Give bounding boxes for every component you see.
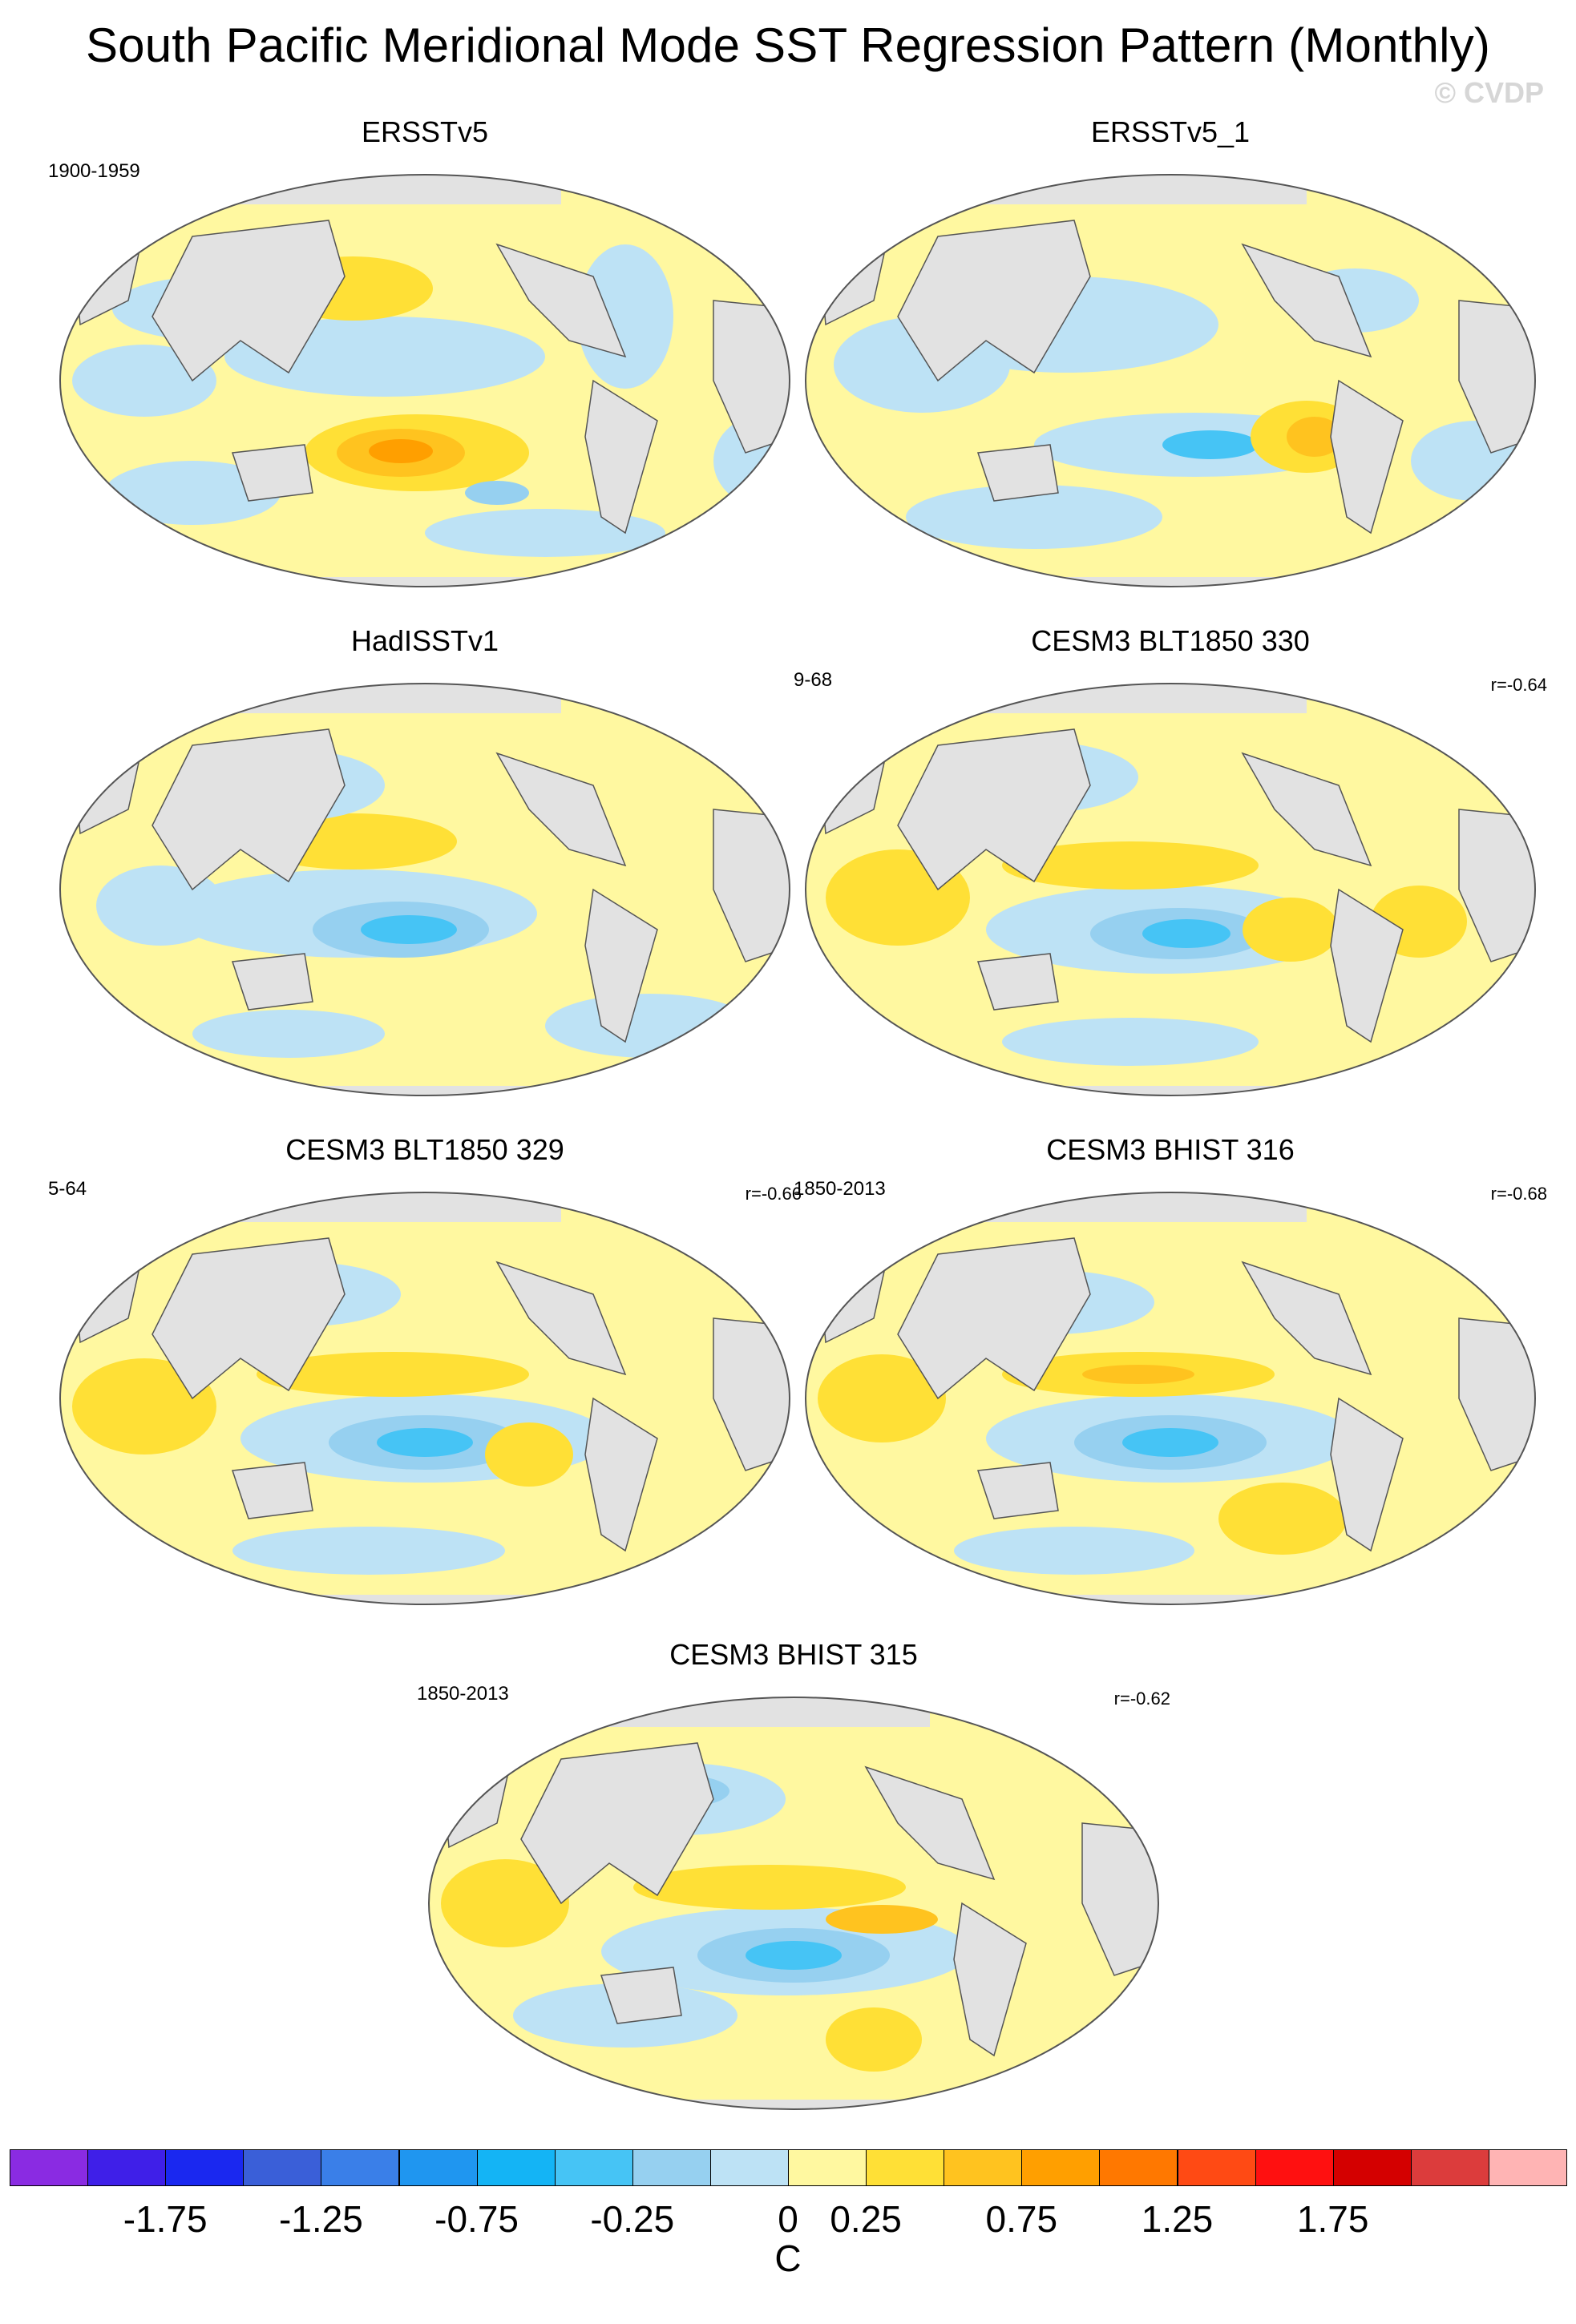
robinson-map-ersstv5-1 <box>805 174 1536 587</box>
panel-period: 1850-2013 <box>417 1683 509 1705</box>
panel-correlation: r=-0.64 <box>1490 675 1547 695</box>
colorbar-cell <box>87 2149 167 2186</box>
robinson-map-bhist-315 <box>428 1697 1159 2110</box>
panel-title: HadISSTv1 <box>350 624 499 657</box>
colorbar-cell <box>788 2149 867 2186</box>
panel-cesm3-bhist-315: CESM3 BHIST 315 1850-2013 r=-0.62 <box>417 1639 1170 2136</box>
colorbar-unit: C <box>774 2237 802 2279</box>
panel-cesm3-blt1850-330: CESM3 BLT1850 330 9-68 r=-0.64 <box>794 625 1547 1122</box>
panel-cesm3-blt1850-329: CESM3 BLT1850 329 5-64 r=-0.66 <box>48 1134 802 1631</box>
colorbar-tick-label: -1.75 <box>123 2198 208 2240</box>
colorbar-cell <box>1410 2149 1489 2186</box>
colorbar-cell <box>398 2149 478 2186</box>
panel-title: CESM3 BHIST 315 <box>669 1638 918 1671</box>
colorbar-cell <box>165 2149 244 2186</box>
colorbar-cell <box>1021 2149 1101 2186</box>
colorbar-cell <box>709 2149 789 2186</box>
colorbar-tick-label: 0.75 <box>985 2198 1058 2240</box>
colorbar-cell <box>1099 2149 1178 2186</box>
panel-title: ERSSTv5 <box>361 115 489 148</box>
robinson-map-ersstv5 <box>59 174 790 587</box>
figure-title: South Pacific Meridional Mode SST Regres… <box>85 18 1491 72</box>
robinson-map-hadisstv1 <box>59 683 790 1096</box>
colorbar-cell <box>1488 2149 1567 2186</box>
colorbar-cell <box>1255 2149 1334 2186</box>
colorbar <box>10 2149 1567 2186</box>
panel-period: 1900-1959 <box>48 160 140 182</box>
panel-correlation: r=-0.62 <box>1113 1689 1170 1709</box>
colorbar-cell <box>1332 2149 1412 2186</box>
panel-cesm3-bhist-316: CESM3 BHIST 316 1850-2013 r=-0.68 <box>794 1134 1547 1631</box>
robinson-map-blt1850-330 <box>805 683 1536 1096</box>
panel-correlation: r=-0.68 <box>1490 1184 1547 1204</box>
panel-title: CESM3 BLT1850 329 <box>285 1133 564 1166</box>
colorbar-cell <box>243 2149 322 2186</box>
robinson-map-bhist-316 <box>805 1192 1536 1605</box>
colorbar-tick-label: 0 <box>778 2198 798 2240</box>
panel-period: 9-68 <box>794 669 833 691</box>
cvdp-watermark: © CVDP <box>1434 76 1544 109</box>
panel-period: 5-64 <box>48 1178 87 1200</box>
panel-ersstv5: ERSSTv5 1900-1959 <box>48 116 802 613</box>
colorbar-cell <box>632 2149 711 2186</box>
panel-hadisstv1: HadISSTv1 <box>48 625 802 1122</box>
colorbar-cell <box>321 2149 400 2186</box>
panel-title: CESM3 BHIST 316 <box>1046 1133 1295 1166</box>
colorbar-cell <box>476 2149 556 2186</box>
colorbar-tick-label: -0.25 <box>590 2198 675 2240</box>
colorbar-cell <box>1177 2149 1256 2186</box>
colorbar-tick-label: -0.75 <box>434 2198 519 2240</box>
colorbar-tick-label: 1.25 <box>1141 2198 1214 2240</box>
colorbar-cell <box>554 2149 633 2186</box>
colorbar-tick-label: 0.25 <box>830 2198 902 2240</box>
robinson-map-blt1850-329 <box>59 1192 790 1605</box>
panel-ersstv5-1: ERSSTv5_1 <box>794 116 1547 613</box>
colorbar-cell <box>866 2149 945 2186</box>
colorbar-tick-label: 1.75 <box>1296 2198 1369 2240</box>
colorbar-cell <box>944 2149 1023 2186</box>
panel-title: CESM3 BLT1850 330 <box>1031 624 1310 657</box>
colorbar-tick-label: -1.25 <box>278 2198 363 2240</box>
panel-title: ERSSTv5_1 <box>1090 115 1251 148</box>
panel-correlation: r=-0.66 <box>745 1184 802 1204</box>
colorbar-cell <box>10 2149 89 2186</box>
panel-period: 1850-2013 <box>794 1178 886 1200</box>
